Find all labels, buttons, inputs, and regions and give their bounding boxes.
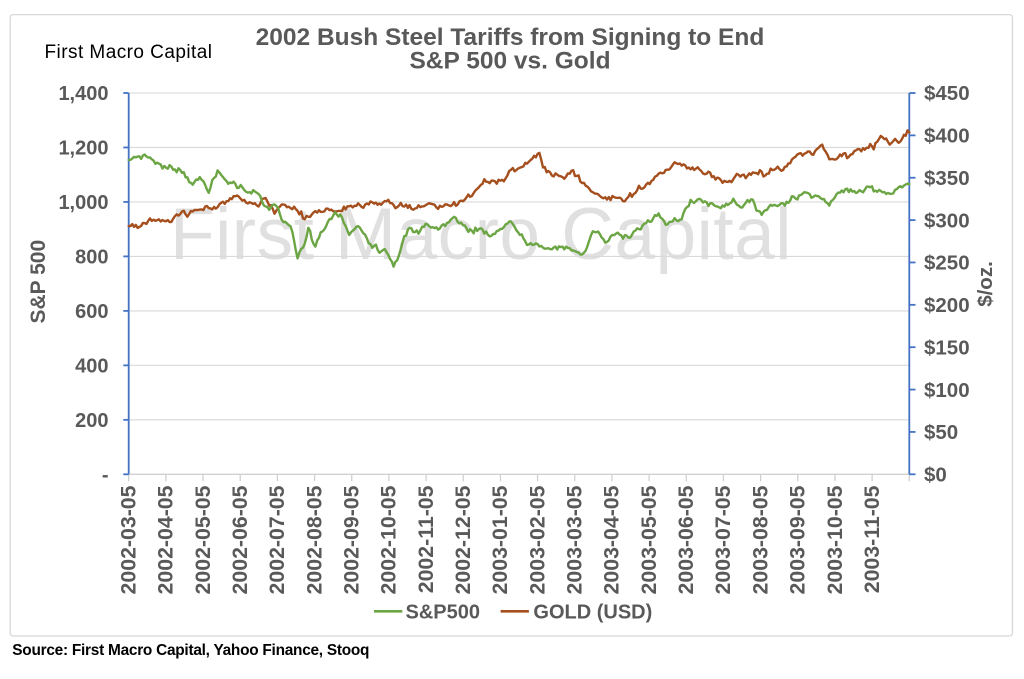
svg-text:$400: $400 — [924, 125, 970, 148]
svg-text:2002-04-05: 2002-04-05 — [154, 485, 178, 594]
svg-text:2003-09-05: 2003-09-05 — [786, 485, 810, 594]
svg-text:$/oz.: $/oz. — [974, 261, 997, 307]
svg-text:S&P 500: S&P 500 — [27, 240, 50, 324]
svg-text:200: 200 — [75, 410, 108, 432]
svg-text:$300: $300 — [924, 209, 970, 232]
svg-text:$350: $350 — [924, 167, 970, 190]
svg-text:2002-07-05: 2002-07-05 — [265, 485, 289, 594]
svg-text:2003-02-05: 2003-02-05 — [525, 485, 549, 594]
svg-text:600: 600 — [75, 301, 108, 323]
svg-text:2003-03-05: 2003-03-05 — [563, 485, 587, 594]
svg-text:2003-07-05: 2003-07-05 — [711, 485, 735, 594]
svg-text:2002 Bush Steel Tariffs from S: 2002 Bush Steel Tariffs from Signing to … — [256, 24, 765, 51]
svg-text:2002-05-05: 2002-05-05 — [191, 485, 215, 594]
svg-text:2003-06-05: 2003-06-05 — [674, 485, 698, 594]
svg-text:800: 800 — [75, 246, 108, 268]
svg-text:S&P500: S&P500 — [406, 601, 481, 623]
svg-text:2003-08-05: 2003-08-05 — [748, 485, 772, 594]
svg-text:2002-03-05: 2002-03-05 — [117, 485, 141, 594]
svg-text:$100: $100 — [924, 379, 970, 402]
svg-text:$450: $450 — [924, 82, 970, 105]
svg-text:$250: $250 — [924, 252, 970, 275]
svg-text:$50: $50 — [924, 421, 958, 444]
svg-text:2002-09-05: 2002-09-05 — [340, 485, 364, 594]
svg-text:2002-06-05: 2002-06-05 — [228, 485, 252, 594]
svg-text:$0: $0 — [924, 464, 947, 487]
svg-text:1,000: 1,000 — [58, 192, 108, 214]
svg-text:2003-01-05: 2003-01-05 — [488, 485, 512, 594]
svg-text:1,200: 1,200 — [58, 137, 108, 159]
svg-text:2003-04-05: 2003-04-05 — [600, 485, 624, 594]
svg-text:2003-05-05: 2003-05-05 — [637, 485, 661, 594]
svg-text:400: 400 — [75, 355, 108, 377]
svg-text:2002-08-05: 2002-08-05 — [302, 485, 326, 594]
svg-text:S&P 500 vs. Gold: S&P 500 vs. Gold — [409, 48, 610, 75]
svg-text:First Macro Capital: First Macro Capital — [45, 42, 213, 63]
svg-text:2003-11-05: 2003-11-05 — [860, 485, 884, 593]
svg-text:1,400: 1,400 — [58, 83, 108, 105]
svg-text:$200: $200 — [924, 294, 970, 317]
svg-text:Source: First Macro Capital, Y: Source: First Macro Capital, Yahoo Finan… — [12, 642, 369, 659]
svg-text:2002-12-05: 2002-12-05 — [451, 485, 475, 594]
svg-text:2002-10-05: 2002-10-05 — [377, 485, 401, 594]
svg-text:GOLD (USD): GOLD (USD) — [533, 601, 652, 623]
svg-text:-: - — [102, 464, 109, 486]
svg-text:$150: $150 — [924, 336, 970, 359]
svg-text:2003-10-05: 2003-10-05 — [823, 485, 847, 594]
svg-text:2002-11-05: 2002-11-05 — [414, 485, 438, 593]
